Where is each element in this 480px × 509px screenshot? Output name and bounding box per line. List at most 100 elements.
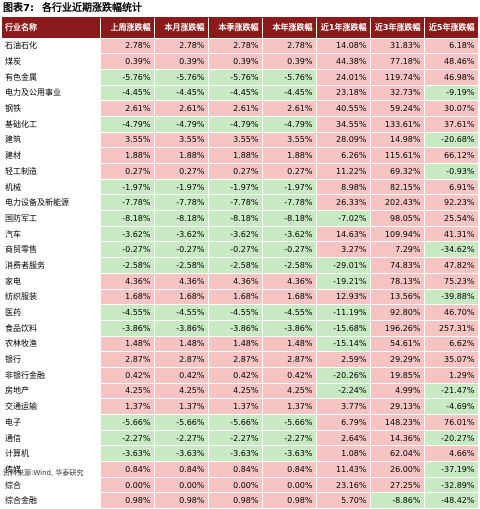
return-value-cell: 5.70% [316, 493, 370, 509]
return-value-cell: -0.27% [100, 242, 154, 258]
return-value-cell: 3.55% [262, 132, 316, 148]
return-value-cell: 4.36% [100, 273, 154, 289]
return-value-cell: 0.42% [100, 367, 154, 383]
return-value-cell: 148.23% [370, 415, 424, 431]
return-value-cell: -7.78% [208, 195, 262, 211]
return-value-cell: -11.19% [316, 305, 370, 321]
return-value-cell: 196.26% [370, 320, 424, 336]
return-value-cell: 2.87% [208, 352, 262, 368]
return-value-cell: 4.36% [154, 273, 208, 289]
header-industry: 行业名称 [2, 18, 100, 38]
return-value-cell: -19.21% [316, 273, 370, 289]
industry-name-cell: 轻工制造 [2, 164, 100, 180]
return-value-cell: -3.62% [262, 226, 316, 242]
return-value-cell: -3.63% [208, 446, 262, 462]
return-value-cell: 6.79% [316, 415, 370, 431]
return-value-cell: -3.86% [208, 320, 262, 336]
return-value-cell: 92.80% [370, 305, 424, 321]
return-value-cell: 0.98% [208, 493, 262, 509]
return-value-cell: 4.25% [154, 383, 208, 399]
return-value-cell: 109.94% [370, 226, 424, 242]
return-value-cell: -2.27% [262, 430, 316, 446]
return-value-cell: 3.27% [316, 242, 370, 258]
return-value-cell: -21.47% [424, 383, 478, 399]
return-value-cell: -3.63% [100, 446, 154, 462]
return-value-cell: 2.64% [316, 430, 370, 446]
return-value-cell: -5.66% [262, 415, 316, 431]
return-value-cell: -4.69% [424, 399, 478, 415]
return-value-cell: 12.93% [316, 289, 370, 305]
return-value-cell: -5.66% [208, 415, 262, 431]
return-value-cell: -7.02% [316, 211, 370, 227]
return-value-cell: -4.79% [208, 116, 262, 132]
industry-name-cell: 建材 [2, 148, 100, 164]
return-value-cell: 0.27% [154, 164, 208, 180]
return-value-cell: 2.87% [262, 352, 316, 368]
return-value-cell: 2.61% [154, 101, 208, 117]
return-value-cell: 35.07% [424, 352, 478, 368]
return-value-cell: 14.08% [316, 38, 370, 54]
industry-name-cell: 农林牧渔 [2, 336, 100, 352]
table-header-row: 行业名称 上周涨跌幅 本月涨跌幅 本季涨跌幅 本年涨跌幅 近1年涨跌幅 近3年涨… [2, 18, 478, 38]
return-value-cell: 1.48% [262, 336, 316, 352]
return-value-cell: 2.78% [208, 38, 262, 54]
return-value-cell: -0.27% [262, 242, 316, 258]
return-value-cell: -2.58% [262, 258, 316, 274]
return-value-cell: 0.98% [100, 493, 154, 509]
return-value-cell: -15.68% [316, 320, 370, 336]
return-value-cell: -4.55% [262, 305, 316, 321]
return-value-cell: 6.26% [316, 148, 370, 164]
industry-name-cell: 非银行金融 [2, 367, 100, 383]
return-value-cell: -4.79% [262, 116, 316, 132]
return-value-cell: 257.31% [424, 320, 478, 336]
return-value-cell: 0.27% [262, 164, 316, 180]
return-value-cell: -2.27% [100, 430, 154, 446]
industry-name-cell: 基础化工 [2, 116, 100, 132]
return-value-cell: -0.27% [208, 242, 262, 258]
return-value-cell: 24.01% [316, 69, 370, 85]
table-row: 电子-5.66%-5.66%-5.66%-5.66%6.79%148.23%76… [2, 415, 478, 431]
table-row: 医药-4.55%-4.55%-4.55%-4.55%-11.19%92.80%4… [2, 305, 478, 321]
return-value-cell: -29.01% [316, 258, 370, 274]
return-value-cell: -5.76% [154, 69, 208, 85]
return-value-cell: -1.97% [100, 179, 154, 195]
return-value-cell: -4.45% [154, 85, 208, 101]
industry-name-cell: 房地产 [2, 383, 100, 399]
return-value-cell: 6.91% [424, 179, 478, 195]
return-value-cell: 77.18% [370, 54, 424, 70]
return-value-cell: 0.27% [100, 164, 154, 180]
return-value-cell: -34.62% [424, 242, 478, 258]
return-value-cell: -7.78% [100, 195, 154, 211]
return-value-cell: 0.98% [262, 493, 316, 509]
return-value-cell: -4.79% [100, 116, 154, 132]
return-value-cell: 26.00% [370, 462, 424, 478]
header-5y: 近5年涨跌幅 [424, 18, 478, 38]
return-value-cell: -15.14% [316, 336, 370, 352]
return-value-cell: 1.48% [154, 336, 208, 352]
return-value-cell: 1.88% [154, 148, 208, 164]
header-last-week: 上周涨跌幅 [100, 18, 154, 38]
return-value-cell: 69.32% [370, 164, 424, 180]
return-value-cell: 4.36% [208, 273, 262, 289]
figure-title: 图表7:各行业近期涨跌幅统计 [3, 2, 142, 16]
return-value-cell: -5.76% [262, 69, 316, 85]
industry-name-cell: 石油石化 [2, 38, 100, 54]
return-value-cell: 1.37% [262, 399, 316, 415]
return-value-cell: -4.45% [262, 85, 316, 101]
industry-name-cell: 交通运输 [2, 399, 100, 415]
return-value-cell: 0.39% [154, 54, 208, 70]
table-row: 有色金属-5.76%-5.76%-5.76%-5.76%24.01%119.74… [2, 69, 478, 85]
table-row: 计算机-3.63%-3.63%-3.63%-3.63%1.08%62.04%4.… [2, 446, 478, 462]
header-1y: 近1年涨跌幅 [316, 18, 370, 38]
return-value-cell: -1.97% [154, 179, 208, 195]
industry-name-cell: 煤炭 [2, 54, 100, 70]
return-value-cell: -4.45% [100, 85, 154, 101]
